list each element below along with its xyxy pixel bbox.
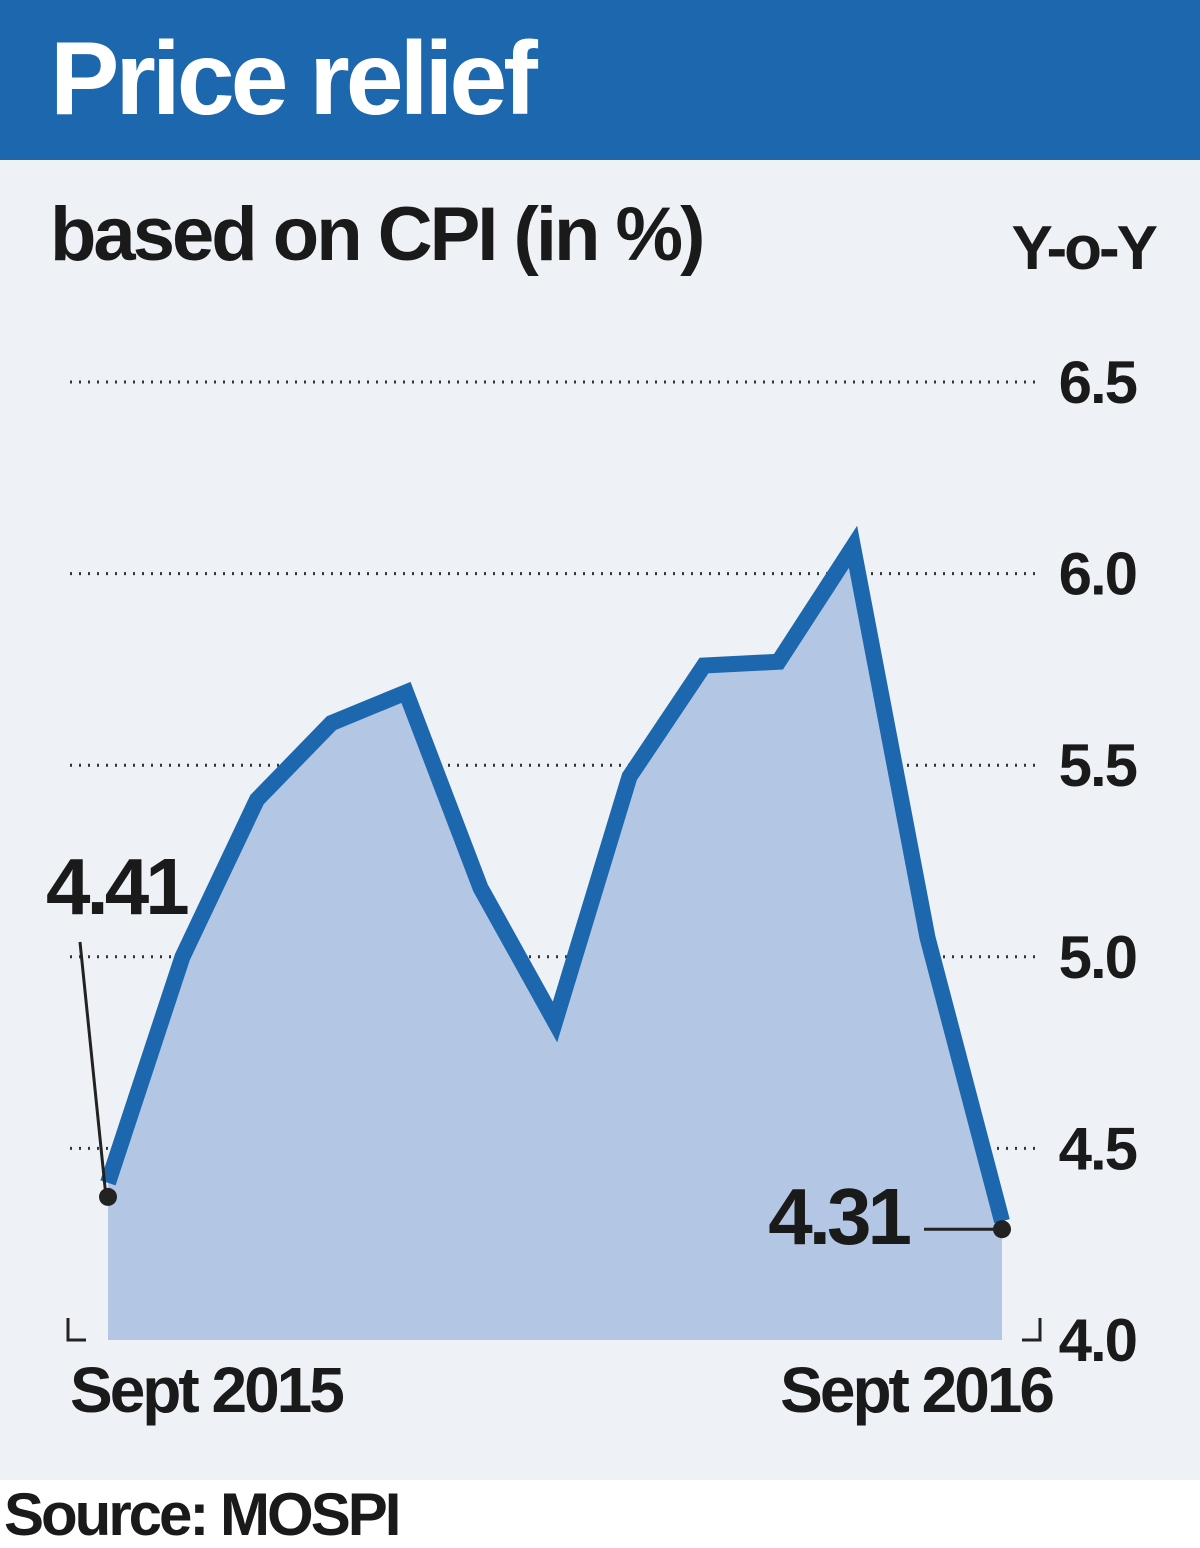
y-tick-4-0: 4.0 — [1059, 1307, 1136, 1374]
annotation-first: 4.41 — [46, 842, 188, 931]
source-note: Source: MOSPI — [4, 1481, 401, 1548]
data-annotations: 4.41 4.31 — [46, 842, 1011, 1261]
annotation-first-leader — [78, 941, 108, 1198]
y-axis-ticks: 6.5 6.0 5.5 5.0 4.5 4.0 — [1059, 349, 1139, 1374]
y-tick-6-0: 6.0 — [1059, 541, 1136, 608]
x-axis-labels: Sept 2015 Sept 2016 — [70, 1354, 1056, 1426]
y-tick-6-5: 6.5 — [1059, 349, 1137, 416]
annotation-first-dot — [99, 1187, 117, 1206]
x-label-end: Sept 2016 — [780, 1354, 1053, 1426]
x-label-start: Sept 2015 — [70, 1354, 343, 1426]
unit-label: Y-o-Y — [1011, 214, 1158, 283]
area-fill — [100, 525, 1010, 1340]
chart-title: Price relief — [50, 21, 538, 137]
footer — [0, 1480, 1200, 1546]
annotation-last: 4.31 — [768, 1172, 910, 1261]
x-bracket-right — [1022, 1318, 1042, 1342]
y-tick-5-0: 5.0 — [1059, 924, 1136, 991]
annotation-last-dot — [993, 1220, 1011, 1239]
x-axis-brackets — [66, 1318, 1042, 1342]
cpi-series-line — [100, 525, 1010, 1224]
y-tick-4-5: 4.5 — [1059, 1115, 1137, 1182]
x-bracket-left — [66, 1318, 86, 1342]
title-banner — [0, 0, 1200, 160]
y-tick-5-5: 5.5 — [1059, 732, 1137, 799]
area-shape — [108, 546, 1002, 1340]
chart-subtitle: based on CPI (in %) — [50, 192, 705, 277]
